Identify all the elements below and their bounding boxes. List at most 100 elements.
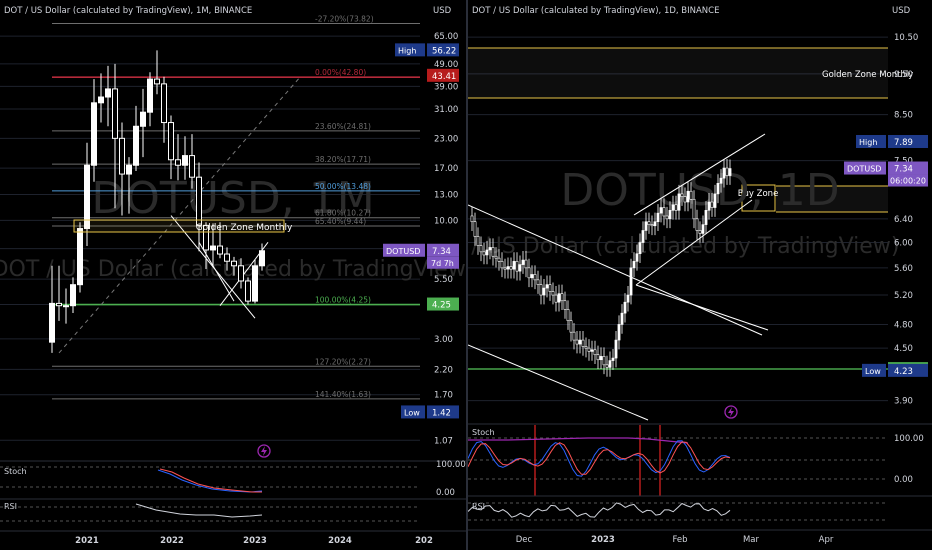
- candle-body[interactable]: [140, 111, 146, 127]
- candle-body[interactable]: [647, 221, 651, 225]
- candle-body[interactable]: [521, 259, 525, 265]
- price-badge-bg[interactable]: [427, 68, 459, 82]
- candle-body[interactable]: [515, 261, 519, 272]
- candle-body[interactable]: [479, 245, 483, 253]
- candle-body[interactable]: [189, 155, 195, 178]
- candle-body[interactable]: [548, 284, 552, 292]
- candle-body[interactable]: [224, 253, 230, 262]
- alert-icon[interactable]: [257, 444, 271, 458]
- candle-body[interactable]: [491, 247, 495, 257]
- channel-line[interactable]: [468, 204, 763, 336]
- candle-body[interactable]: [617, 324, 621, 341]
- candle-body[interactable]: [133, 125, 139, 166]
- candle-body[interactable]: [650, 224, 654, 227]
- candle-body[interactable]: [252, 265, 258, 302]
- candle-body[interactable]: [530, 274, 534, 279]
- candle-body[interactable]: [665, 215, 669, 220]
- candle-body[interactable]: [584, 346, 588, 349]
- candle-body[interactable]: [217, 245, 223, 255]
- monthly-chart-panel[interactable]: DOTUSD, 1M DOT / US Dollar (calculated b…: [0, 0, 466, 550]
- candle-body[interactable]: [554, 294, 558, 303]
- candle-body[interactable]: [569, 320, 573, 333]
- candle-body[interactable]: [671, 204, 675, 211]
- candle-body[interactable]: [632, 261, 636, 269]
- candle-body[interactable]: [98, 96, 104, 104]
- candle-body[interactable]: [196, 176, 202, 226]
- candle-body[interactable]: [512, 261, 516, 270]
- candle-body[interactable]: [168, 122, 174, 161]
- candle-body[interactable]: [713, 193, 717, 208]
- candle-body[interactable]: [91, 102, 97, 166]
- fib-trend-line[interactable]: [58, 76, 301, 354]
- candle-body[interactable]: [210, 245, 216, 251]
- candle-body[interactable]: [635, 253, 639, 262]
- candle-body[interactable]: [722, 167, 726, 179]
- candle-body[interactable]: [126, 164, 132, 175]
- candle-body[interactable]: [49, 302, 55, 343]
- candle-body[interactable]: [175, 159, 181, 166]
- channel-line[interactable]: [635, 284, 769, 331]
- candle-body[interactable]: [716, 183, 720, 195]
- candle-body[interactable]: [662, 207, 666, 217]
- candle-body[interactable]: [542, 287, 546, 296]
- trend-line[interactable]: [170, 215, 256, 319]
- candle-body[interactable]: [608, 360, 612, 368]
- candle-body[interactable]: [518, 264, 522, 272]
- candle-body[interactable]: [710, 201, 714, 208]
- candle-body[interactable]: [494, 255, 498, 259]
- candle-body[interactable]: [719, 177, 723, 184]
- candle-body[interactable]: [581, 339, 585, 347]
- candle-body[interactable]: [689, 190, 693, 200]
- candle-body[interactable]: [707, 201, 711, 211]
- candle-body[interactable]: [161, 83, 167, 124]
- candle-body[interactable]: [725, 167, 729, 176]
- price-badge-bg[interactable]: [888, 161, 928, 175]
- candle-body[interactable]: [539, 284, 543, 296]
- candle-body[interactable]: [686, 190, 690, 203]
- candle-body[interactable]: [506, 266, 510, 270]
- candle-body[interactable]: [692, 198, 696, 220]
- candle-body[interactable]: [599, 356, 603, 361]
- channel-line[interactable]: [468, 344, 649, 421]
- candle-body[interactable]: [509, 266, 513, 270]
- candle-body[interactable]: [602, 356, 606, 366]
- candle-body[interactable]: [497, 257, 501, 262]
- candle-body[interactable]: [259, 250, 265, 267]
- candle-body[interactable]: [536, 279, 540, 285]
- daily-chart-panel[interactable]: Golden Zone Monthly Buy Zone DOTUSD, 1D …: [468, 0, 932, 550]
- candle-body[interactable]: [482, 251, 486, 256]
- price-badge-bg[interactable]: [888, 363, 928, 377]
- candle-body[interactable]: [656, 212, 660, 223]
- candle-body[interactable]: [620, 312, 624, 325]
- candle-body[interactable]: [119, 137, 125, 175]
- candle-body[interactable]: [566, 309, 570, 321]
- candle-body[interactable]: [473, 221, 477, 237]
- candle-body[interactable]: [105, 88, 111, 98]
- candle-body[interactable]: [112, 88, 118, 139]
- candle-body[interactable]: [147, 78, 153, 113]
- candle-body[interactable]: [563, 300, 567, 310]
- candle-body[interactable]: [674, 204, 678, 211]
- candle-body[interactable]: [488, 247, 492, 251]
- candle-body[interactable]: [63, 305, 69, 308]
- candle-body[interactable]: [701, 224, 705, 234]
- candle-body[interactable]: [638, 242, 642, 255]
- candle-body[interactable]: [704, 210, 708, 225]
- candle-body[interactable]: [238, 265, 244, 282]
- candle-body[interactable]: [500, 261, 504, 269]
- price-badge-bg[interactable]: [427, 405, 459, 419]
- candle-body[interactable]: [203, 224, 209, 251]
- price-badge-bg[interactable]: [888, 134, 928, 148]
- candle-body[interactable]: [677, 193, 681, 211]
- candle-body[interactable]: [154, 78, 160, 85]
- candle-body[interactable]: [56, 302, 62, 307]
- rising-channel-bottom[interactable]: [635, 199, 753, 286]
- candle-body[interactable]: [587, 347, 591, 352]
- candle-body[interactable]: [572, 331, 576, 341]
- candle-body[interactable]: [644, 221, 648, 231]
- pane-divider[interactable]: [466, 0, 468, 550]
- rising-channel-top[interactable]: [633, 133, 766, 216]
- candle-body[interactable]: [593, 349, 597, 356]
- candle-body[interactable]: [668, 210, 672, 220]
- golden-zone-box[interactable]: [73, 219, 285, 233]
